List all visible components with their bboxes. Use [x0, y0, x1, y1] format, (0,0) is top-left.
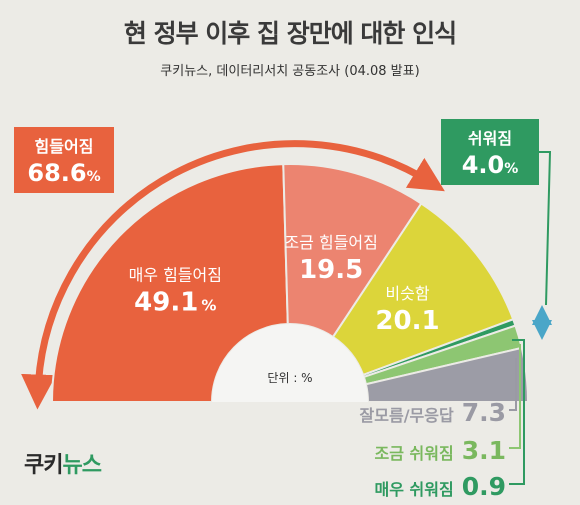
unknown-connector [509, 358, 517, 411]
legend-slightly-easy-label: 조금 쉬워짐 [374, 444, 454, 463]
wedge-label: 매우 힘들어짐 [129, 265, 222, 284]
hard-callout: 힘들어짐 68.6% [14, 127, 114, 193]
legend-very-easy-value: 0.9 [461, 472, 506, 501]
chart-title: 현 정부 이후 집 장만에 대한 인식 [123, 19, 457, 48]
hard-callout-value: 68.6% [27, 159, 101, 187]
legend-unknown: 잘모름/무응답 7.3 [360, 398, 506, 427]
wedge-value: 19.5 [299, 255, 363, 285]
unit-label: 단위 : % [267, 371, 312, 385]
center-hub [212, 324, 368, 402]
wedge-value: 20.1 [375, 306, 439, 336]
wedge-label: 비슷함 [385, 284, 429, 303]
easy-callout-connector [539, 151, 552, 306]
legend-unknown-value: 7.3 [461, 398, 506, 427]
very-connector [509, 339, 525, 485]
easy-callout-label: 쉬워짐 [467, 129, 513, 148]
chart-subtitle: 쿠키뉴스, 데이터리서치 공동조사 (04.08 발표) [160, 64, 420, 79]
legend-unknown-label: 잘모름/무응답 [359, 406, 454, 425]
legend-very-easy-label: 매우 쉬워짐 [374, 480, 454, 499]
slight-connector [509, 344, 521, 449]
brand-logo-part1: 쿠키 [24, 453, 63, 478]
legend-slightly-easy-value: 3.1 [461, 436, 506, 465]
easy-callout: 쉬워짐 4.0% [441, 119, 539, 185]
wedge-label: 조금 힘들어짐 [284, 233, 377, 252]
legend-slightly-easy: 조금 쉬워짐 3.1 [375, 436, 506, 465]
brand-logo: 쿠키뉴스 [24, 447, 102, 479]
hard-callout-label: 힘들어짐 [34, 137, 94, 156]
legend-very-easy: 매우 쉬워짐 0.9 [375, 472, 506, 501]
easy-callout-value: 4.0% [461, 151, 519, 179]
hard-group-arrow [21, 140, 445, 410]
brand-logo-part2: 뉴스 [62, 453, 101, 478]
